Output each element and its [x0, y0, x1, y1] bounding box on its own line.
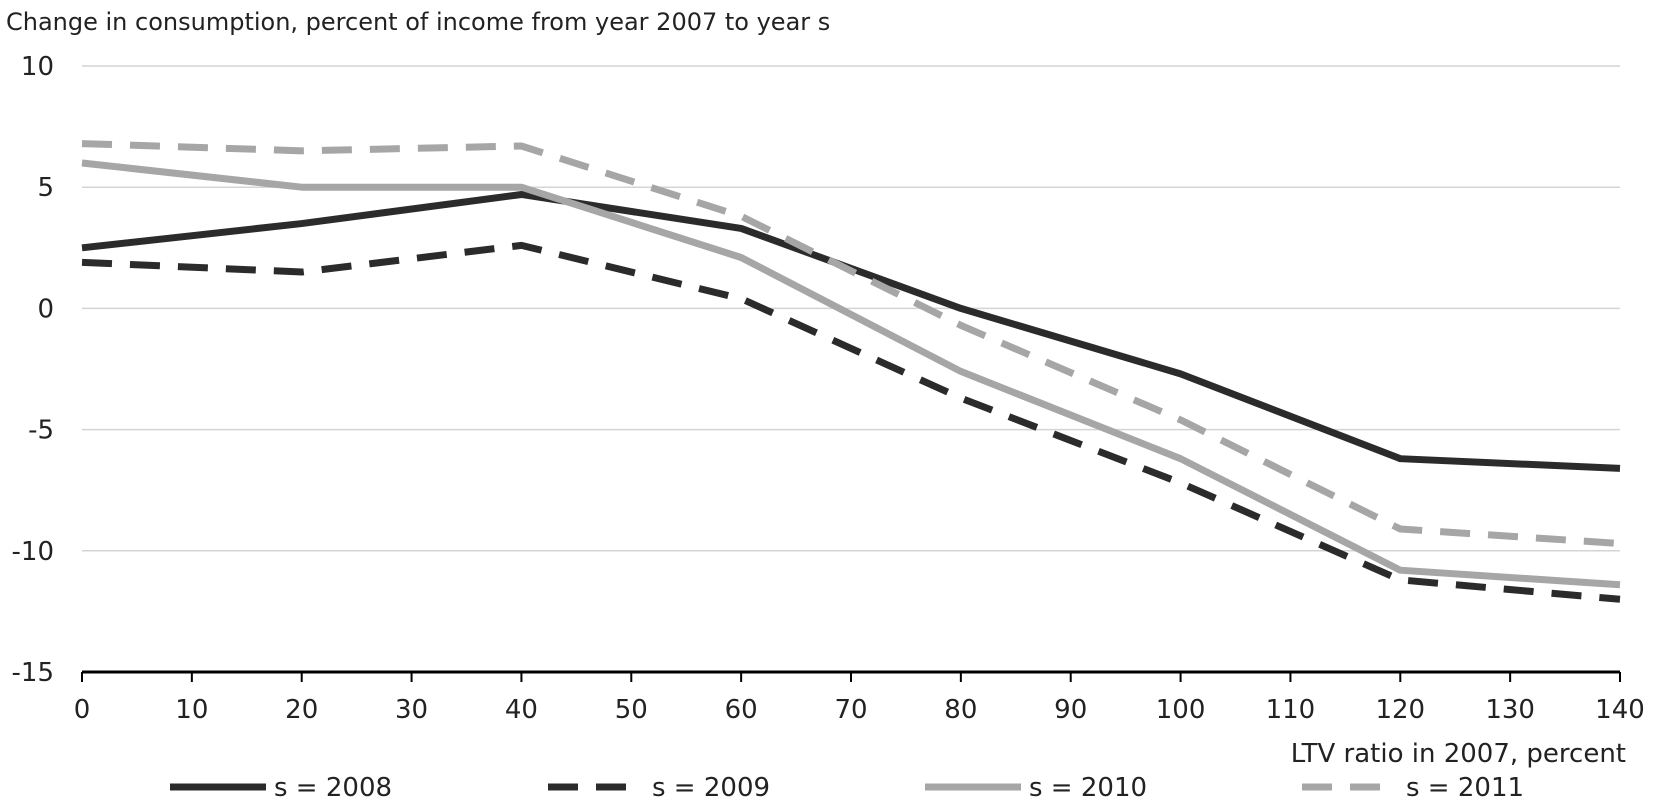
y-tick-label: -10: [12, 537, 54, 567]
y-tick-labels: 10 5 0 -5 -10 -15: [12, 52, 54, 688]
series-lines: [81, 140, 1621, 603]
x-tick-label: 0: [74, 695, 91, 725]
legend-label: s = 2011: [1406, 773, 1524, 798]
x-tick-labels: 0 10 20 30 40 50 60 70 80 90 100 110 120 130 140: [74, 695, 1645, 725]
x-axis-label: LTV ratio in 2007, percent: [1291, 739, 1626, 769]
x-tick-label: 40: [505, 695, 538, 725]
x-tick-label: 90: [1054, 695, 1087, 725]
grid: [82, 65, 1620, 552]
x-tick-label: 110: [1266, 695, 1316, 725]
x-tick-label: 140: [1595, 695, 1645, 725]
x-tick-label: 100: [1156, 695, 1206, 725]
y-tick-label: 5: [37, 173, 54, 203]
series-line-4: [81, 140, 1621, 548]
y-tick-label: -15: [12, 658, 54, 688]
y-tick-label: -5: [28, 416, 54, 446]
x-axis: [81, 670, 1621, 682]
x-tick-label: 70: [834, 695, 867, 725]
series-line-2: [81, 241, 1621, 603]
legend: s = 2008 s = 2009 s = 2010 s = 2011: [170, 773, 1524, 798]
series-line-3: [81, 159, 1621, 589]
x-tick-label: 130: [1485, 695, 1535, 725]
y-tick-label: 10: [21, 52, 54, 82]
x-tick-label: 20: [285, 695, 318, 725]
x-tick-label: 30: [395, 695, 428, 725]
x-tick-label: 50: [615, 695, 648, 725]
legend-label: s = 2008: [274, 773, 392, 798]
x-tick-label: 60: [725, 695, 758, 725]
x-tick-label: 120: [1375, 695, 1425, 725]
legend-label: s = 2010: [1029, 773, 1147, 798]
y-tick-label: 0: [37, 294, 54, 324]
series-line-1: [81, 190, 1621, 472]
x-tick-label: 80: [944, 695, 977, 725]
legend-label: s = 2009: [652, 773, 770, 798]
chart-title: Change in consumption, percent of income…: [6, 8, 830, 36]
x-tick-label: 10: [175, 695, 208, 725]
